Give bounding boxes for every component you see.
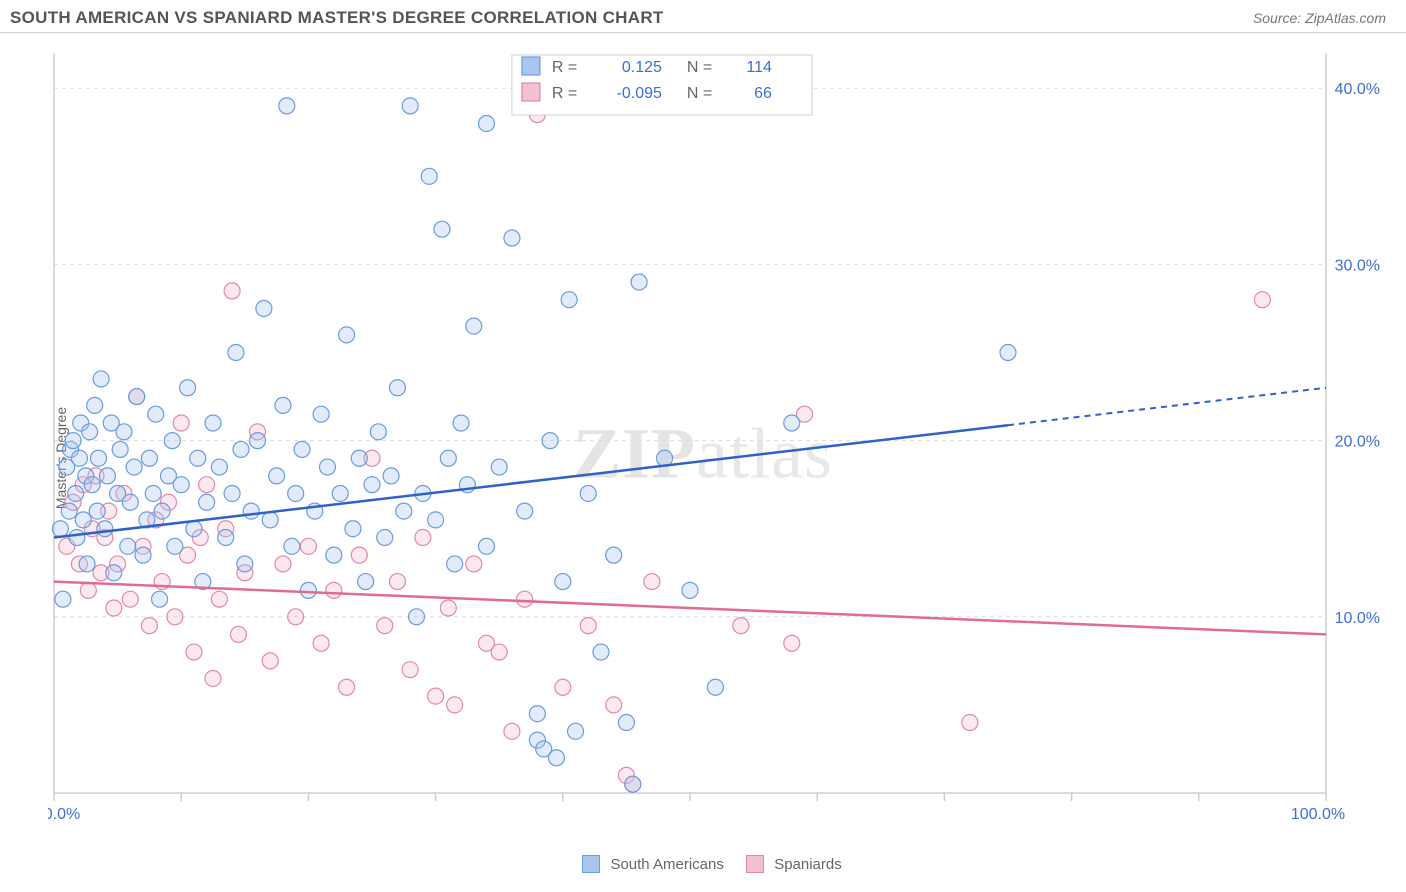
bottom-legend: South Americans Spaniards [0,855,1406,873]
svg-text:30.0%: 30.0% [1335,257,1380,274]
legend-label-south-americans: South Americans [610,856,723,873]
source-prefix: Source: [1253,10,1305,26]
svg-text:40.0%: 40.0% [1335,81,1380,98]
svg-text:0.125: 0.125 [622,59,662,76]
svg-text:0.0%: 0.0% [48,806,80,823]
legend-label-spaniards: Spaniards [774,856,842,873]
legend-swatch-south-americans [582,855,600,873]
chart-header: SOUTH AMERICAN VS SPANIARD MASTER'S DEGR… [0,0,1406,33]
chart-source: Source: ZipAtlas.com [1253,10,1386,26]
chart-svg: 10.0% 20.0% 30.0% 40.0% 0.0% 100.0% R = 0.125 N … [48,43,1386,823]
chart-title: SOUTH AMERICAN VS SPANIARD MASTER'S DEGR… [10,8,664,28]
svg-text:-0.095: -0.095 [617,85,662,102]
chart-area: Master's Degree ZIPatlas 10.0%20.0%30.0%… [0,33,1406,883]
svg-text:N =: N = [687,85,712,102]
svg-text:R =: R = [552,85,577,102]
svg-text:100.0%: 100.0% [1291,806,1345,823]
svg-text:20.0%: 20.0% [1335,434,1380,451]
source-name: ZipAtlas.com [1305,10,1386,26]
svg-text:R =: R = [552,59,577,76]
svg-text:10.0%: 10.0% [1335,610,1380,627]
svg-text:N =: N = [687,59,712,76]
plot-region: 10.0% 20.0% 30.0% 40.0% 0.0% 100.0% R = 0.125 N … [48,43,1386,823]
legend-swatch-spaniards [746,855,764,873]
svg-text:66: 66 [754,85,772,102]
svg-text:114: 114 [746,59,772,76]
